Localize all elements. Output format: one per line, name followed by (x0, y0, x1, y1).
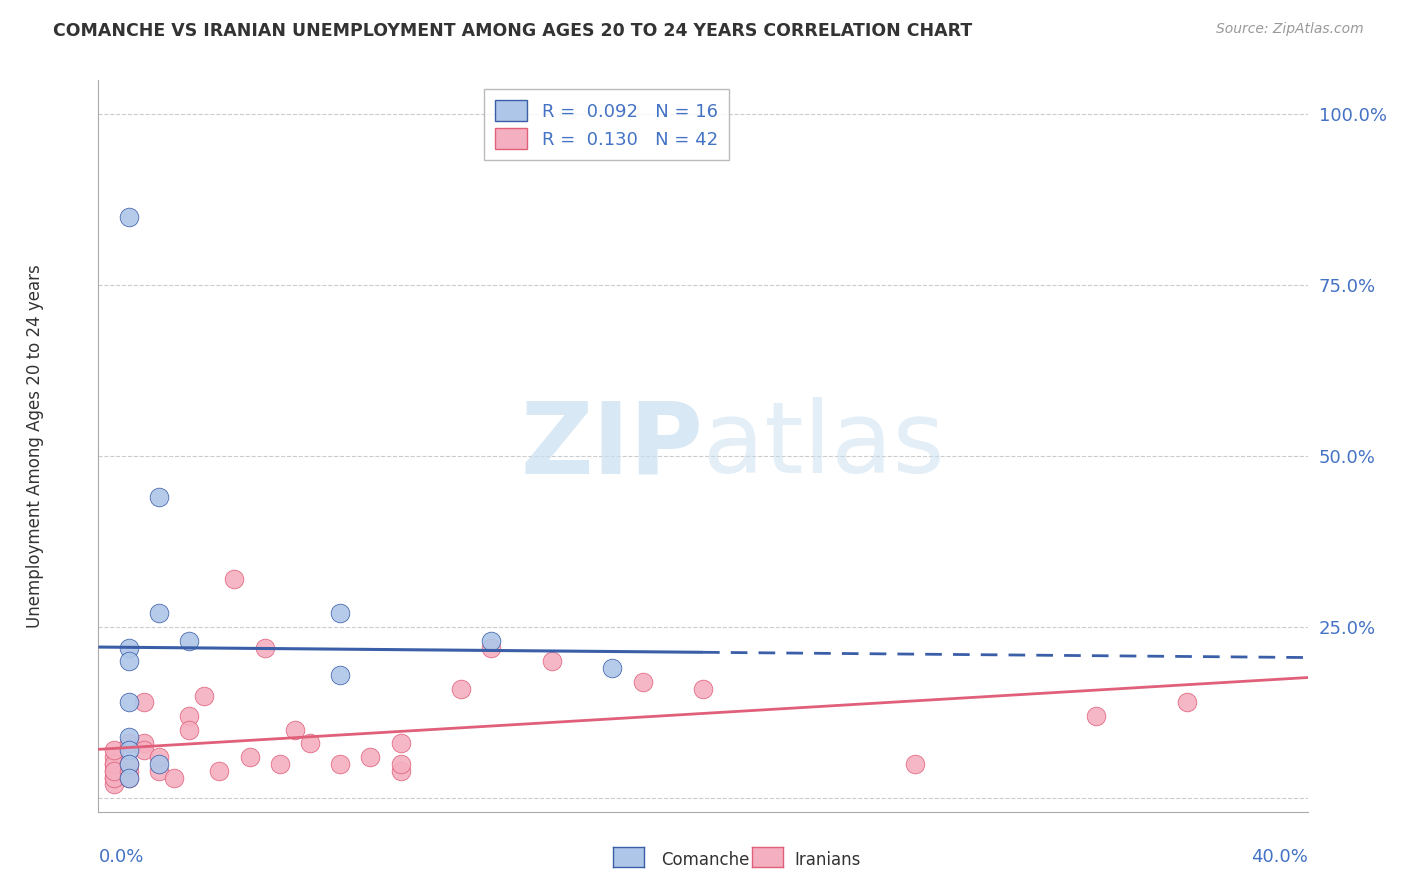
Point (148, 490, 170, 504)
Point (148, 750, 170, 764)
Point (208, 764, 231, 778)
Point (148, 764, 170, 778)
Point (118, 736, 141, 750)
Point (692, 681, 714, 696)
Point (103, 764, 125, 778)
Point (389, 756, 412, 771)
Point (329, 668, 352, 682)
Point (103, 764, 125, 778)
Point (118, 730, 141, 744)
Legend: R =  0.092   N = 16, R =  0.130   N = 42: R = 0.092 N = 16, R = 0.130 N = 42 (484, 89, 728, 160)
Point (103, 777, 125, 791)
Point (118, 640, 141, 655)
Point (118, 756, 141, 771)
Text: Unemployment Among Ages 20 to 24 years: Unemployment Among Ages 20 to 24 years (27, 264, 44, 628)
Point (148, 607, 170, 621)
Point (132, 736, 155, 750)
Point (118, 764, 141, 778)
Text: 0.0%: 0.0% (98, 848, 143, 866)
Point (103, 771, 125, 785)
Point (239, 750, 262, 764)
Point (329, 607, 352, 621)
Point (118, 771, 141, 785)
Point (284, 723, 307, 737)
Point (179, 723, 201, 737)
Point (132, 695, 155, 709)
Point (118, 654, 141, 668)
Point (103, 756, 125, 771)
Text: Source: ZipAtlas.com: Source: ZipAtlas.com (1216, 22, 1364, 37)
Point (163, 771, 186, 785)
Point (360, 750, 382, 764)
Point (118, 210, 141, 224)
Point (269, 756, 291, 771)
Point (148, 756, 170, 771)
Point (118, 695, 141, 709)
Point (224, 572, 246, 586)
Text: COMANCHE VS IRANIAN UNEMPLOYMENT AMONG AGES 20 TO 24 YEARS CORRELATION CHART: COMANCHE VS IRANIAN UNEMPLOYMENT AMONG A… (53, 22, 973, 40)
Point (389, 764, 412, 778)
Point (103, 750, 125, 764)
Text: Comanche: Comanche (661, 851, 749, 869)
Point (179, 709, 201, 723)
Text: Iranians: Iranians (794, 851, 860, 869)
Point (481, 640, 503, 655)
Point (602, 661, 624, 675)
Point (118, 743, 141, 757)
Point (329, 756, 352, 771)
Point (179, 633, 201, 648)
Point (389, 736, 412, 750)
Point (118, 756, 141, 771)
Text: 40.0%: 40.0% (1251, 848, 1308, 866)
Text: atlas: atlas (703, 398, 945, 494)
Point (481, 633, 503, 648)
Point (904, 756, 927, 771)
Point (450, 681, 472, 696)
Point (132, 743, 155, 757)
Point (193, 689, 215, 703)
Point (631, 674, 654, 689)
Point (103, 756, 125, 771)
Point (253, 640, 276, 655)
Point (103, 771, 125, 785)
Point (1085, 709, 1108, 723)
Point (299, 736, 322, 750)
Text: ZIP: ZIP (520, 398, 703, 494)
Point (103, 743, 125, 757)
Point (1175, 695, 1198, 709)
Point (540, 654, 562, 668)
Point (118, 771, 141, 785)
